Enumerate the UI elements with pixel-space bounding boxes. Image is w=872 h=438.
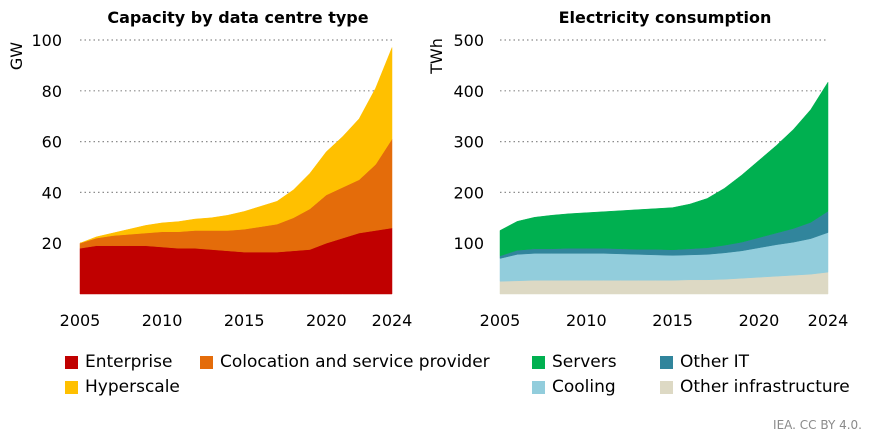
y-tick-label: 400 [453,82,484,101]
legend-enterprise: Enterprise [65,352,172,372]
y-tick-label: 500 [453,31,484,50]
legend-swatch-servers [532,355,545,369]
source-note: IEA. CC BY 4.0. [773,418,862,432]
electricity-chart: Electricity consumption TWh 100 200 300 400 50… [427,8,848,330]
x-tick-label: 2020 [739,311,780,330]
legend-label-hyperscale: Hyperscale [85,377,180,397]
y-tick-label: 100 [31,31,62,50]
x-tick-label: 2005 [60,311,101,330]
legend-cooling: Cooling [532,377,616,397]
area-servers [499,81,829,257]
legend-swatch-other-infrastructure [660,380,673,394]
y-axis-label: GW [7,42,26,70]
legend-label-cooling: Cooling [552,377,616,397]
legend-swatch-colocation [200,355,213,369]
legend-other-infrastructure: Other infrastructure [660,377,850,397]
legend-label-servers: Servers [552,352,617,372]
y-tick-label: 80 [42,82,62,101]
chart-title: Electricity consumption [559,8,772,27]
x-tick-label: 2020 [306,311,347,330]
y-tick-label: 40 [42,183,62,202]
legend-label-enterprise: Enterprise [85,352,173,372]
legend-label-other-it: Other IT [680,352,750,372]
x-tick-label: 2024 [372,311,413,330]
legend-label-colocation: Colocation and service provider [220,352,490,372]
y-tick-label: 200 [453,183,484,202]
legend-swatch-cooling [532,380,545,394]
x-tick-label: 2010 [142,311,183,330]
y-tick-label: 300 [453,133,484,152]
legend-swatch-other-it [660,355,673,369]
area-hyperscale [79,47,393,244]
legend-other-it: Other IT [660,352,749,372]
x-tick-label: 2010 [566,311,607,330]
capacity-chart: Capacity by data centre type GW 20 40 60 80 10… [7,8,412,330]
y-axis-label: TWh [427,38,446,75]
legend-servers: Servers [532,352,617,372]
x-tick-label: 2015 [652,311,693,330]
legend-swatch-enterprise [65,355,78,369]
y-tick-label: 20 [42,234,62,253]
chart-title: Capacity by data centre type [107,8,368,27]
legend-label-other-infrastructure: Other infrastructure [680,377,850,397]
x-tick-label: 2024 [808,311,849,330]
legend-swatch-hyperscale [65,380,78,394]
y-tick-label: 100 [453,234,484,253]
x-tick-label: 2005 [480,311,521,330]
legend-colocation: Colocation and service provider [200,352,490,372]
y-tick-label: 60 [42,133,62,152]
x-tick-label: 2015 [224,311,265,330]
legend-hyperscale: Hyperscale [65,377,180,397]
